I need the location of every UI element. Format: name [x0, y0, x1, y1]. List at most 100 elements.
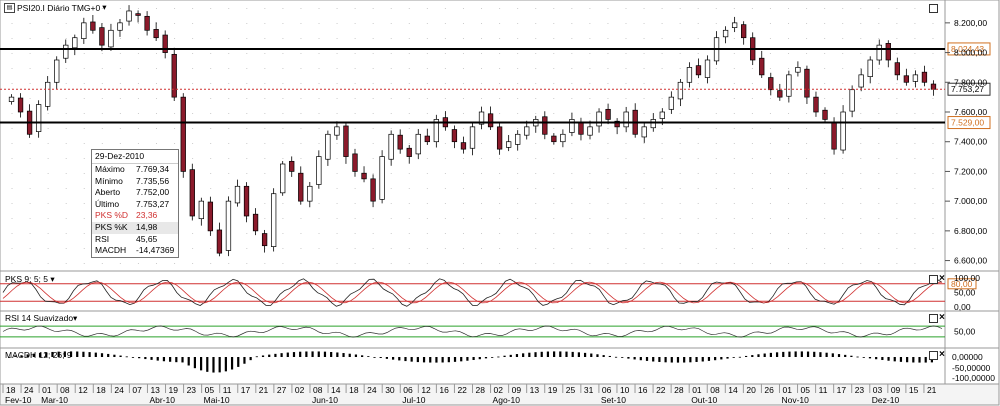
- macd-bar: [82, 351, 85, 357]
- macd-bar: [497, 356, 500, 358]
- macd-bar: [491, 357, 494, 358]
- macd-bar: [775, 352, 779, 357]
- macd-bar: [466, 357, 469, 361]
- macd-bar: [577, 352, 580, 357]
- macd-bar: [336, 352, 339, 357]
- macd-bar: [559, 351, 562, 357]
- x-month-label: Abr-10: [149, 395, 175, 405]
- macd-bar: [899, 357, 903, 362]
- data-window-date: 29-Dez-2010: [92, 150, 178, 164]
- macd-bar: [769, 352, 772, 357]
- y-tick-label: 8.200,00: [954, 18, 987, 28]
- x-day-label: 22: [656, 385, 666, 395]
- candle-body: [298, 172, 304, 202]
- macd-bar: [788, 351, 791, 357]
- macd-bar: [912, 357, 915, 363]
- maximize-icon[interactable]: [929, 314, 938, 323]
- x-day-label: 17: [837, 385, 847, 395]
- x-day-label: 18: [349, 385, 359, 395]
- macd-bar: [621, 357, 624, 358]
- macd-bar: [193, 357, 196, 369]
- close-icon[interactable]: ×: [939, 349, 945, 360]
- candle-body: [171, 54, 177, 98]
- macd-bar: [131, 357, 135, 358]
- stoch-panel-title[interactable]: PKS 9; 5; 5 ▾: [5, 274, 55, 285]
- macd-bar: [546, 351, 550, 357]
- x-day-label: 18: [6, 385, 16, 395]
- macd-bar: [38, 352, 42, 357]
- macd-bar: [379, 357, 382, 358]
- macd-bar: [100, 353, 104, 357]
- macd-bar: [8, 357, 11, 358]
- macd-bar: [639, 357, 642, 361]
- macd-bar: [255, 356, 258, 358]
- macd-bar: [460, 357, 463, 362]
- macd-bar: [503, 355, 506, 357]
- y-tick-label: 7.000,00: [954, 196, 987, 206]
- rsi-line: [2, 325, 943, 338]
- x-day-label: 02: [494, 385, 504, 395]
- macd-panel-title[interactable]: MACDH 12; 26; 9: [5, 350, 72, 360]
- x-day-label: 31: [584, 385, 594, 395]
- x-day-label: 21: [927, 385, 937, 395]
- chart-title[interactable]: ▤ PSI20.I Diário TMG+0 ▾: [4, 2, 107, 13]
- macd-bar: [590, 353, 593, 357]
- x-day-label: 01: [42, 385, 52, 395]
- macd-bar: [689, 357, 692, 363]
- chevron-down-icon[interactable]: ▾: [102, 2, 107, 12]
- x-day-label: 26: [764, 385, 774, 395]
- maximize-icon[interactable]: [929, 275, 938, 284]
- x-month-label: Dez-10: [872, 395, 900, 405]
- macd-bar: [652, 357, 655, 362]
- macd-bar: [317, 351, 320, 357]
- x-day-label: 19: [169, 385, 179, 395]
- x-day-label: 19: [548, 385, 558, 395]
- candle-body: [370, 178, 376, 202]
- candle-body: [578, 121, 584, 135]
- macd-bar: [230, 357, 234, 370]
- candle-body: [343, 125, 349, 157]
- macd-bar: [608, 355, 611, 357]
- candle-body: [551, 135, 557, 143]
- candle-body: [289, 160, 295, 172]
- data-row: RSI 45,65: [92, 234, 178, 246]
- close-icon[interactable]: ×: [939, 312, 945, 323]
- macd-bar: [658, 357, 661, 362]
- macd-bar: [156, 357, 159, 361]
- macd-tick-label: 0,00000: [952, 352, 983, 362]
- x-day-label: 22: [457, 385, 467, 395]
- stoch-level-tag: [947, 278, 977, 290]
- candle-body: [858, 74, 864, 88]
- horizontal-line-label: 8.024,43: [951, 44, 984, 54]
- x-axis-frame: [0, 383, 1000, 406]
- macd-bar: [398, 357, 401, 361]
- macd-bar: [751, 355, 754, 357]
- x-day-label: 25: [566, 385, 576, 395]
- candle-body: [361, 172, 367, 180]
- stoch-d-line: [2, 281, 943, 304]
- data-row-label: PKS %K: [95, 221, 128, 232]
- candle-body: [198, 200, 204, 220]
- rsi-panel-title[interactable]: RSI 14 Suavizado▾: [5, 313, 77, 324]
- macd-bar: [14, 356, 17, 357]
- x-month-label: Mar-10: [41, 395, 68, 405]
- macd-bar: [69, 351, 73, 357]
- candle-body: [225, 200, 232, 251]
- x-day-label: 14: [728, 385, 738, 395]
- maximize-icon[interactable]: [929, 351, 938, 360]
- close-icon[interactable]: ×: [939, 273, 945, 284]
- candle-body: [831, 121, 837, 150]
- x-day-label: 15: [909, 385, 919, 395]
- x-month-label: Set-10: [601, 395, 626, 405]
- maximize-icon[interactable]: [929, 4, 938, 13]
- macd-bar: [305, 351, 308, 357]
- x-day-label: 02: [295, 385, 305, 395]
- macd-bar: [429, 357, 432, 363]
- candle-body: [587, 126, 593, 136]
- macd-bar: [757, 354, 760, 357]
- candle-body: [379, 156, 385, 200]
- data-row-label: MACDH: [95, 245, 127, 256]
- macd-title-label: MACDH 12; 26; 9: [5, 350, 72, 360]
- x-month-label: Jul-10: [402, 395, 425, 405]
